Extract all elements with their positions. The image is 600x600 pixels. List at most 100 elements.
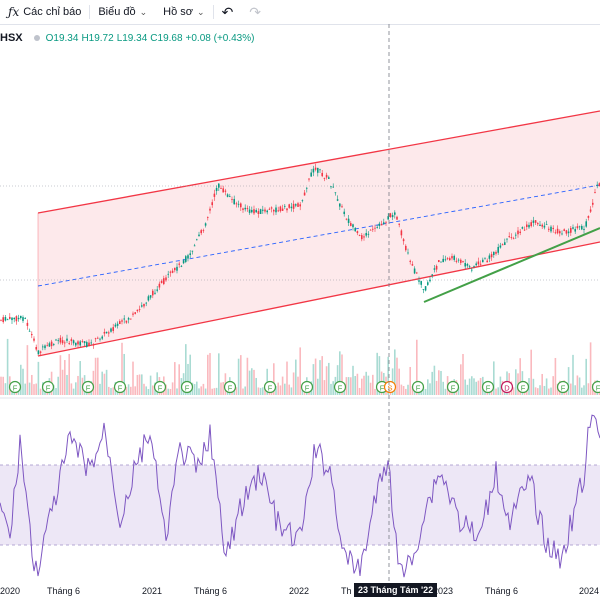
volume-bar	[2, 376, 4, 395]
volume-bar	[471, 376, 473, 395]
volume-bar	[189, 354, 191, 395]
regression-channel-upper[interactable]	[37, 110, 600, 214]
time-tick: Tháng 6	[194, 586, 228, 596]
event-marker-label: F	[596, 384, 600, 393]
candle-body	[79, 341, 81, 346]
volume-bar	[339, 351, 341, 395]
volume-bar	[240, 355, 242, 395]
candle-body	[314, 167, 317, 170]
indicators-button[interactable]: ƒx Các chỉ báo	[0, 0, 89, 24]
chart-menu-button[interactable]: Biểu đồ ⌄	[90, 0, 155, 24]
candle-body	[444, 259, 447, 261]
dividend-marker[interactable]: F	[41, 380, 55, 394]
candle-body	[352, 224, 354, 228]
volume-bar	[321, 356, 323, 395]
candle-body	[0, 319, 2, 321]
candle-body	[341, 206, 343, 208]
candle-body	[180, 265, 183, 267]
event-marker-label: F	[380, 384, 385, 393]
volume-bar	[354, 376, 356, 395]
candle-body	[242, 208, 244, 210]
candle-body	[501, 244, 504, 246]
dividend-marker[interactable]: F	[591, 380, 600, 394]
candle-body	[6, 319, 9, 321]
volume-bar	[255, 377, 257, 395]
candle-body	[55, 339, 57, 341]
volume-bar	[479, 377, 482, 395]
candle-body	[226, 194, 229, 197]
volume-bar	[407, 384, 409, 395]
candle-body	[297, 203, 299, 207]
volume-bar	[539, 385, 541, 395]
candle-body	[418, 280, 420, 282]
dividend-marker[interactable]: F	[113, 380, 127, 394]
dividend-marker[interactable]: F	[556, 380, 570, 394]
volume-bar	[515, 369, 517, 395]
volume-bar	[242, 388, 244, 395]
candle-body	[152, 290, 154, 296]
candle-body	[530, 222, 532, 227]
candle-body	[130, 318, 132, 320]
volume-bar	[176, 388, 178, 395]
volume-bar	[550, 387, 552, 395]
candle-body	[108, 332, 110, 334]
volume-bar	[350, 377, 352, 395]
undo-button[interactable]: ↶	[214, 0, 242, 24]
candle-body	[587, 216, 590, 218]
dividend-marker[interactable]: F	[411, 380, 425, 394]
dividend-marker[interactable]: F	[81, 380, 95, 394]
candle-body	[154, 292, 156, 294]
earnings-marker[interactable]: D	[500, 380, 514, 394]
volume-bar	[248, 370, 251, 395]
candle-body	[143, 303, 145, 307]
redo-button[interactable]: ↷	[241, 0, 269, 24]
volume-bar	[167, 388, 169, 395]
volume-bar	[75, 382, 77, 395]
candle-body	[235, 203, 238, 205]
candle-body	[125, 320, 128, 323]
candle-body	[515, 234, 517, 236]
candle-body	[451, 256, 453, 259]
trendline[interactable]	[423, 227, 600, 303]
time-tick: Tháng 6	[47, 586, 81, 596]
redo-icon: ↷	[249, 3, 262, 20]
time-tick: 2022	[289, 586, 310, 596]
candle-body	[20, 315, 22, 319]
dividend-marker[interactable]: F	[180, 380, 194, 394]
candle-body	[497, 246, 499, 253]
dividend-marker[interactable]: F	[223, 380, 237, 394]
volume-bar	[72, 388, 75, 395]
volume-bar	[136, 374, 139, 395]
dividend-marker[interactable]: F	[153, 380, 167, 394]
symbol-label[interactable]: HSX	[0, 32, 23, 44]
candle-body	[484, 258, 486, 260]
candle-body	[534, 220, 537, 223]
volume-bar	[493, 361, 495, 395]
candle-body	[486, 260, 488, 263]
candle-body	[312, 168, 315, 173]
volume-bar	[37, 361, 40, 395]
candle-body	[105, 331, 108, 334]
volume-bar	[64, 360, 66, 395]
volume-bar	[416, 339, 418, 395]
dividend-marker[interactable]: F	[263, 380, 277, 394]
regression-channel-lower[interactable]	[37, 241, 600, 357]
volume-bar	[59, 355, 62, 395]
dividend-marker[interactable]: F	[333, 380, 347, 394]
candle-body	[460, 259, 462, 263]
dividend-marker[interactable]: F	[8, 380, 22, 394]
volume-bar	[475, 381, 477, 395]
time-axis[interactable]: 2020 Tháng 6 2021 Tháng 6 2022 Th 2023 T…	[0, 582, 600, 600]
dividend-marker[interactable]: F	[481, 380, 495, 394]
candle-body	[90, 342, 92, 344]
volume-bar	[325, 366, 328, 395]
dividend-marker[interactable]: F	[446, 380, 460, 394]
dividend-marker[interactable]: F	[300, 380, 314, 394]
candle-body	[35, 347, 37, 350]
profile-menu-button[interactable]: Hồ sơ ⌄	[155, 0, 212, 24]
candle-body	[207, 217, 209, 219]
split-marker[interactable]: S	[383, 380, 397, 394]
dividend-marker[interactable]: F	[516, 380, 530, 394]
candle-body	[156, 289, 158, 291]
